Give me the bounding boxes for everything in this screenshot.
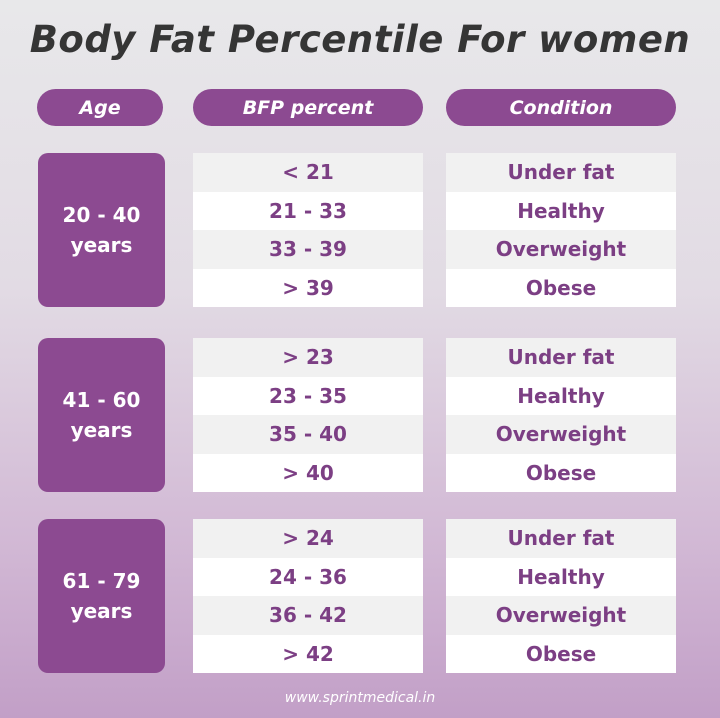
age-label: 41 - 60 <box>62 388 141 412</box>
condition-cell: Obese <box>446 453 676 492</box>
age-box: 61 - 79 years <box>38 519 165 673</box>
footer: www.sprintmedical.in <box>284 690 436 706</box>
bfp-cell: > 23 <box>193 338 423 377</box>
age-label: years <box>70 599 133 623</box>
condition-cell: Obese <box>446 268 676 307</box>
bfp-cell: 35 - 40 <box>193 415 423 454</box>
header-pill: BFP percent <box>193 89 423 126</box>
title: Body Fat Percentile For women <box>29 18 691 61</box>
condition-cell: Under fat <box>446 338 676 377</box>
condition-cell: Under fat <box>446 153 676 192</box>
condition-cell: Healthy <box>446 557 676 596</box>
bfp-cell: > 42 <box>193 634 423 673</box>
condition-cell: Healthy <box>446 191 676 230</box>
condition-cell: Overweight <box>446 415 676 454</box>
age-box: 20 - 40 years <box>38 153 165 307</box>
bfp-cell: > 40 <box>193 453 423 492</box>
age-label: years <box>70 418 133 442</box>
bfp-cell: 36 - 42 <box>193 596 423 635</box>
header-pill: Condition <box>446 89 676 126</box>
condition-cell: Overweight <box>446 230 676 269</box>
condition-cell: Healthy <box>446 376 676 415</box>
bfp-cell: 21 - 33 <box>193 191 423 230</box>
condition-cell: Under fat <box>446 519 676 558</box>
age-label: 20 - 40 <box>62 203 141 227</box>
bfp-cell: < 21 <box>193 153 423 192</box>
bfp-cell: 33 - 39 <box>193 230 423 269</box>
header-pill: Age <box>37 89 163 126</box>
condition-cell: Obese <box>446 634 676 673</box>
age-label: years <box>70 233 133 257</box>
bfp-cell: > 39 <box>193 268 423 307</box>
bfp-cell: 24 - 36 <box>193 557 423 596</box>
bfp-cell: 23 - 35 <box>193 376 423 415</box>
age-box: 41 - 60 years <box>38 338 165 492</box>
condition-cell: Overweight <box>446 596 676 635</box>
bfp-cell: > 24 <box>193 519 423 558</box>
age-label: 61 - 79 <box>62 569 141 593</box>
